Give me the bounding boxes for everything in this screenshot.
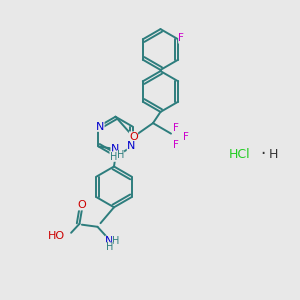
- Text: HCl: HCl: [229, 148, 251, 161]
- Text: HO: HO: [48, 231, 65, 242]
- Text: H: H: [112, 236, 120, 246]
- Text: O: O: [77, 200, 86, 210]
- Text: F: F: [172, 123, 178, 133]
- Text: N: N: [96, 122, 104, 132]
- Text: F: F: [183, 132, 189, 142]
- Text: O: O: [129, 132, 138, 142]
- Text: N: N: [111, 144, 119, 154]
- Text: H: H: [117, 150, 124, 161]
- Text: F: F: [173, 140, 179, 150]
- Text: ·: ·: [260, 146, 265, 164]
- Text: N: N: [105, 236, 114, 246]
- Text: H: H: [110, 152, 117, 162]
- Text: H: H: [106, 242, 113, 253]
- Text: F: F: [178, 33, 184, 43]
- Text: H: H: [268, 148, 278, 161]
- Text: N: N: [127, 141, 135, 151]
